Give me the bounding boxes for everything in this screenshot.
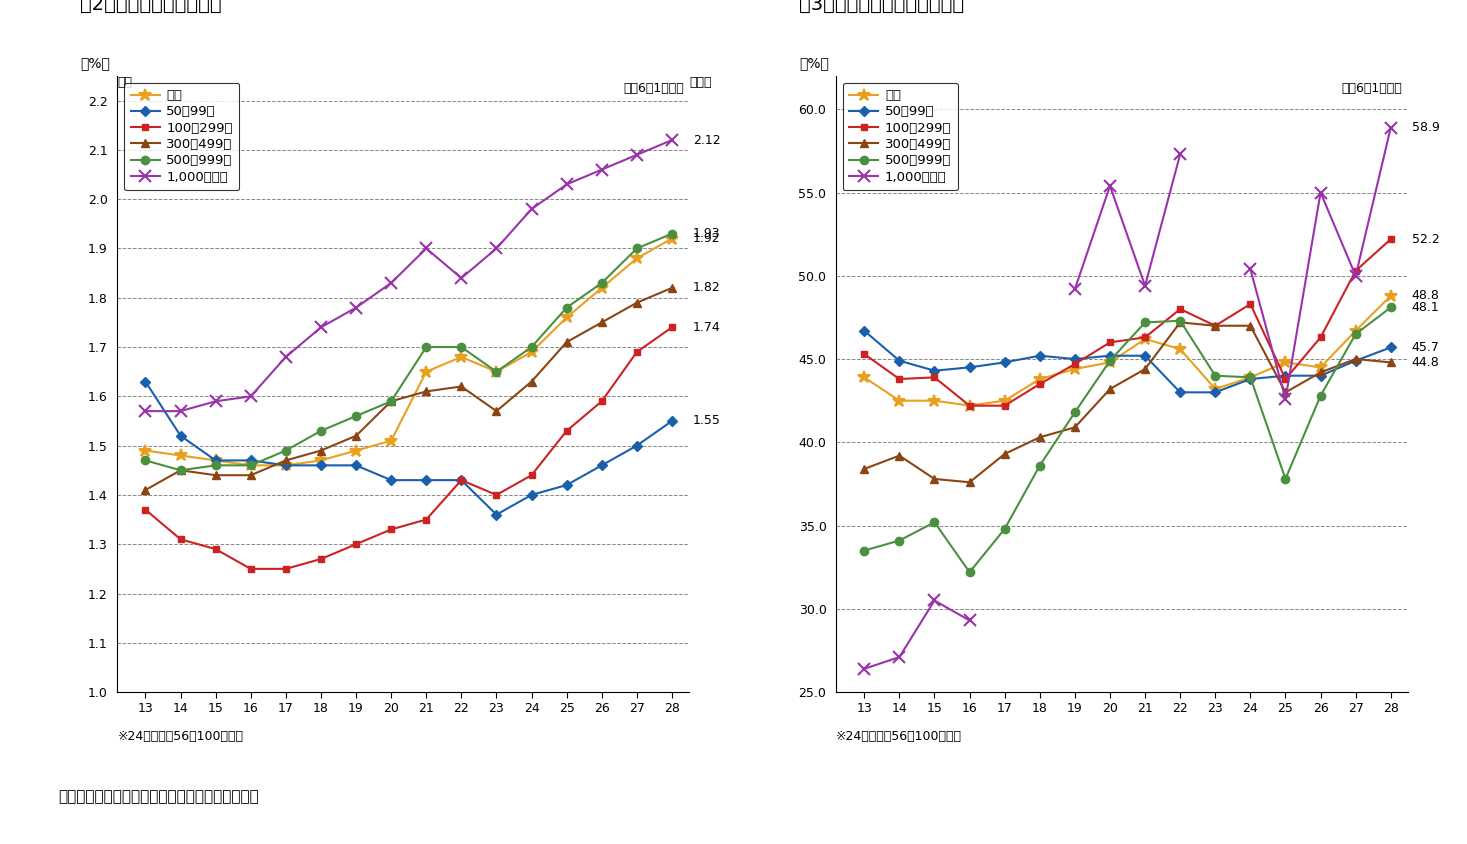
Text: （%）: （%） <box>81 56 110 70</box>
Text: （3）企業規模別達成企業割合: （3）企業規模別達成企業割合 <box>800 0 964 14</box>
Text: 2.12: 2.12 <box>692 133 720 147</box>
Text: 各年6月1日現在: 各年6月1日現在 <box>623 82 684 95</box>
Legend: 全体, 50～99人, 100～299人, 300～499人, 500～999人, 1,000人以上: 全体, 50～99人, 100～299人, 300～499人, 500～999人… <box>123 83 239 190</box>
Text: 44.8: 44.8 <box>1411 356 1439 369</box>
Text: 45.7: 45.7 <box>1411 341 1439 354</box>
Text: 48.1: 48.1 <box>1411 301 1439 314</box>
Text: ※24年までは56～100人未満: ※24年までは56～100人未満 <box>117 730 244 743</box>
Text: 1.82: 1.82 <box>692 281 720 295</box>
Text: 平成: 平成 <box>117 76 132 89</box>
Text: 52.2: 52.2 <box>1411 233 1439 246</box>
Text: （2）企業規模別実雇用率: （2）企業規模別実雇用率 <box>81 0 222 14</box>
Text: 各年6月1日現在: 各年6月1日現在 <box>1342 82 1402 95</box>
Text: 1.93: 1.93 <box>692 227 720 241</box>
Text: 58.9: 58.9 <box>1411 121 1439 134</box>
Text: 1.55: 1.55 <box>692 414 720 428</box>
Text: 資料：厚生労働省「障害者雇用状況の集計結果」: 資料：厚生労働省「障害者雇用状況の集計結果」 <box>59 789 260 804</box>
Text: （%）: （%） <box>800 56 829 70</box>
Text: ※24年までは56～100人未満: ※24年までは56～100人未満 <box>836 730 962 743</box>
Text: （年）: （年） <box>689 76 711 89</box>
Text: 48.8: 48.8 <box>1411 289 1439 302</box>
Text: 1.92: 1.92 <box>692 232 720 245</box>
Legend: 全体, 50～99人, 100～299人, 300～499人, 500～999人, 1,000人以上: 全体, 50～99人, 100～299人, 300～499人, 500～999人… <box>842 83 958 190</box>
Text: 1.74: 1.74 <box>692 321 720 334</box>
